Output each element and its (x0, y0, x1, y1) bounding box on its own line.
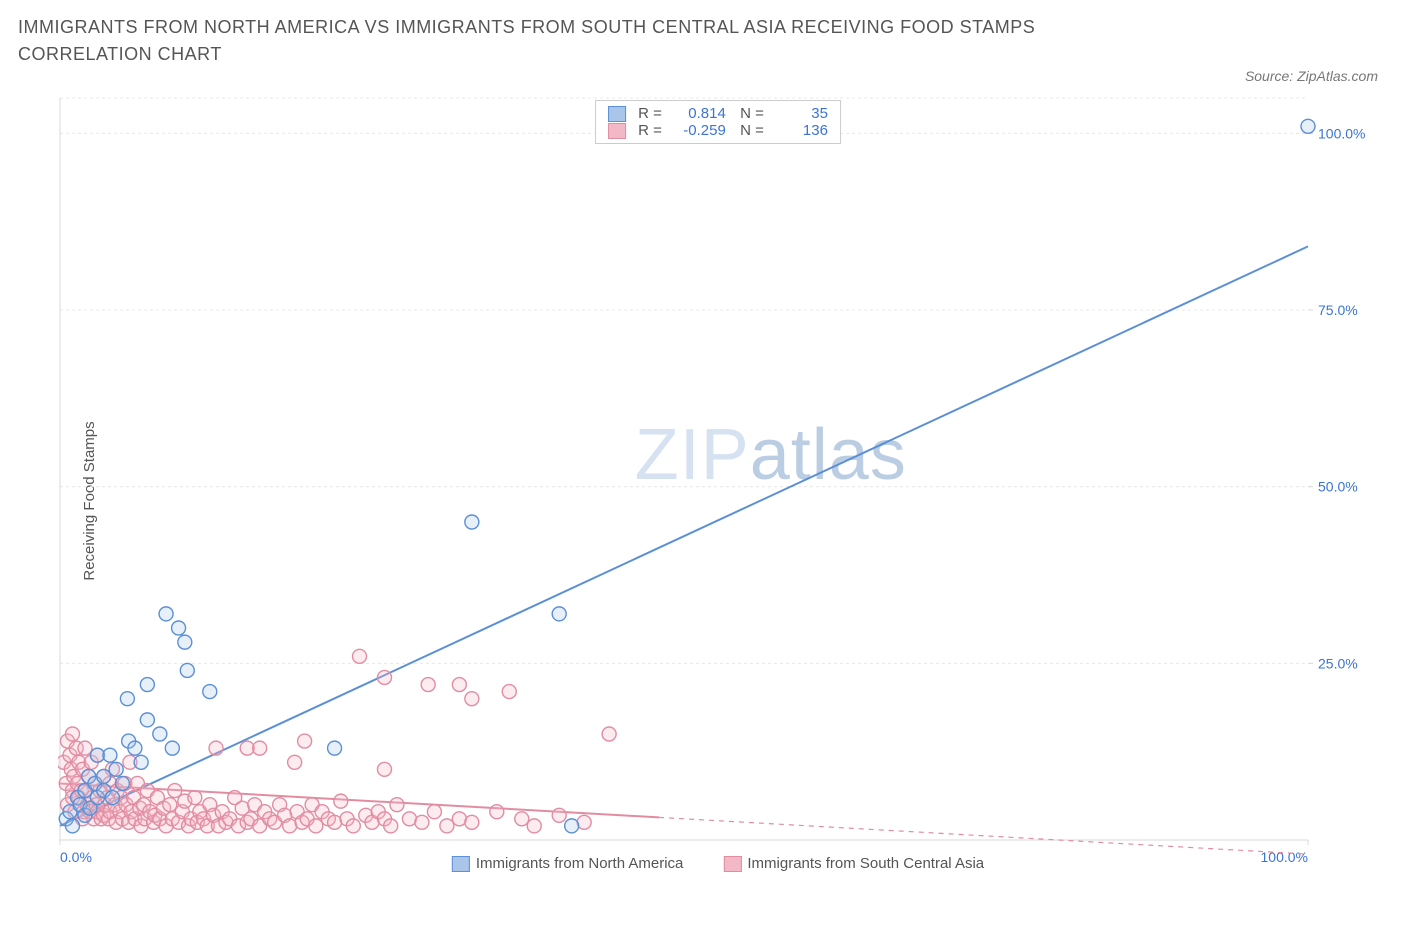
swatch-series-b (608, 123, 626, 139)
chart-container: Receiving Food Stamps ZIPatlas R = 0.814… (18, 96, 1388, 906)
n-value-b: 136 (770, 122, 828, 139)
legend-row-series-a: R = 0.814 N = 35 (608, 105, 828, 122)
scatter-chart: 25.0% 50.0% 75.0% 100.0% 0.0% 100.0% (58, 96, 1378, 876)
plot-area: ZIPatlas R = 0.814 N = 35 R = -0.259 N =… (58, 96, 1378, 876)
n-value-a: 35 (770, 105, 828, 122)
swatch-series-a (608, 106, 626, 122)
svg-text:100.0%: 100.0% (1261, 849, 1308, 865)
svg-text:0.0%: 0.0% (60, 849, 92, 865)
r-value-b: -0.259 (668, 122, 726, 139)
svg-text:50.0%: 50.0% (1318, 479, 1358, 495)
legend-row-series-b: R = -0.259 N = 136 (608, 122, 828, 139)
svg-text:25.0%: 25.0% (1318, 655, 1358, 671)
svg-text:100.0%: 100.0% (1318, 125, 1365, 141)
correlation-legend: R = 0.814 N = 35 R = -0.259 N = 136 (595, 100, 841, 144)
svg-text:75.0%: 75.0% (1318, 302, 1358, 318)
r-value-a: 0.814 (668, 105, 726, 122)
chart-title: IMMIGRANTS FROM NORTH AMERICA VS IMMIGRA… (18, 14, 1118, 68)
source-attribution: Source: ZipAtlas.com (1245, 68, 1378, 84)
